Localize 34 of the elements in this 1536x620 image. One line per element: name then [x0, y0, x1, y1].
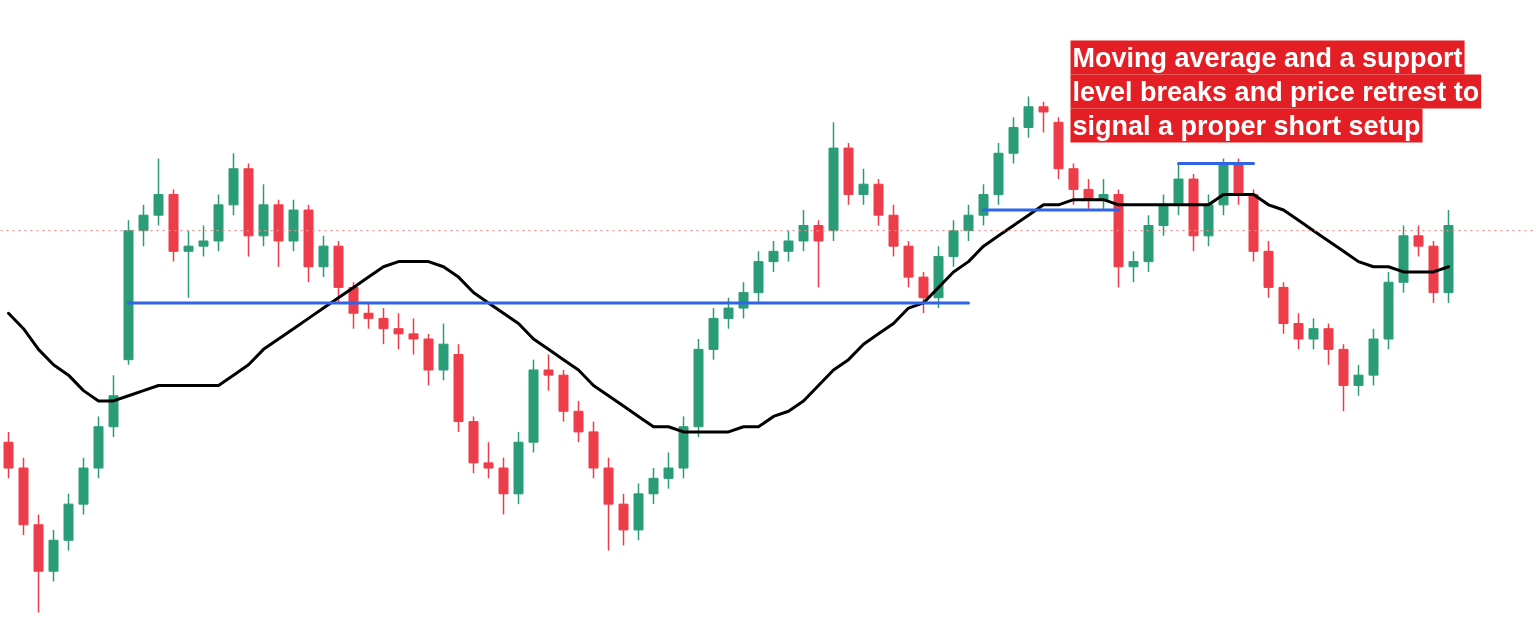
- candlestick: [1128, 250, 1139, 284]
- candlestick: [813, 219, 824, 289]
- candlestick: [198, 224, 209, 258]
- candlestick: [1323, 322, 1334, 366]
- candlestick: [483, 441, 494, 480]
- candlestick: [768, 240, 779, 273]
- candlestick: [648, 467, 659, 505]
- candlestick: [783, 229, 794, 263]
- candlestick: [663, 451, 674, 490]
- candlestick: [1413, 224, 1424, 258]
- candlestick: [393, 312, 404, 351]
- candlestick: [858, 167, 869, 206]
- candlestick: [1023, 95, 1034, 139]
- candlestick: [1068, 162, 1079, 206]
- candlestick: [408, 317, 419, 356]
- candlestick: [1038, 100, 1049, 134]
- candlestick: [183, 229, 194, 299]
- candlestick: [1308, 317, 1319, 351]
- candlestick: [963, 204, 974, 242]
- candlestick: [978, 183, 989, 227]
- candlestick: [363, 302, 374, 330]
- candlestick: [543, 353, 554, 392]
- candlestick: [1158, 193, 1169, 237]
- candlestick: [1293, 312, 1304, 351]
- candlestick: [318, 235, 329, 278]
- candlestick: [153, 157, 164, 227]
- annotation: Moving average and a support level breaks and price retrest to signal a proper short setup: [1072, 42, 1480, 141]
- candlestick: [573, 400, 584, 443]
- candlestick: [798, 209, 809, 253]
- candlestick: [918, 271, 929, 314]
- candlestick: [1353, 364, 1364, 397]
- candlestick: [723, 296, 734, 330]
- candlestick: [378, 307, 389, 345]
- candlestick: [138, 204, 149, 247]
